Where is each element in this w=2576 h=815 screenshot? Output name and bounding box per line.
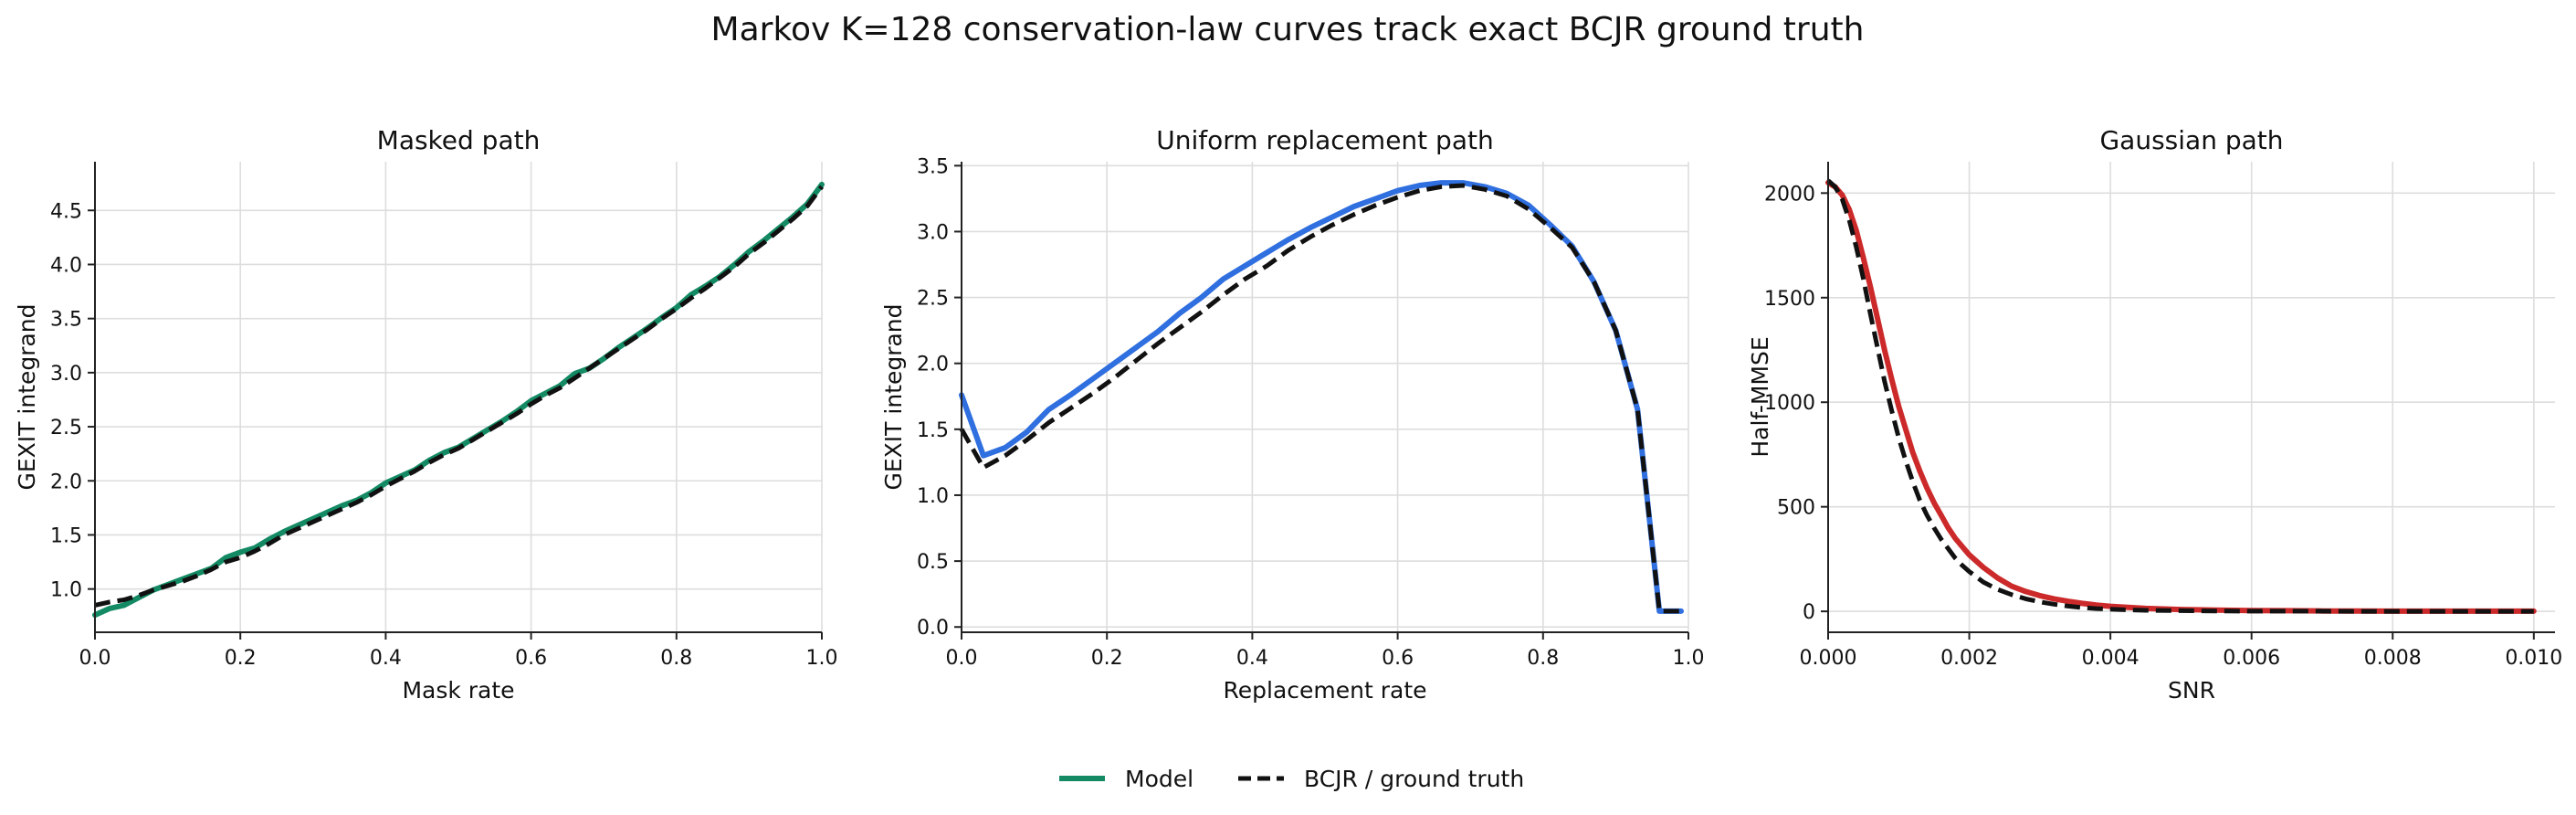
x-tick-label: 0.000 [1800,647,1857,670]
y-tick-label: 4.0 [50,254,82,277]
x-tick-label: 0.6 [1382,647,1414,670]
y-tick-label: 1500 [1764,288,1815,311]
y-tick-label: 0.0 [917,617,949,640]
y-tick-label: 4.5 [50,200,82,223]
y-tick-label: 2.0 [50,471,82,493]
panel-title: Uniform replacement path [1156,125,1493,155]
x-tick-label: 0.4 [1236,647,1268,670]
y-tick-label: 3.5 [917,155,949,178]
panel-2: 0.0 0.2 0.4 0.6 0.8 1.0 0.0 0.5 1.0 1.5 2.0 2.5 3.0 3… [880,125,1705,704]
panel-title: Gaussian path [2099,125,2283,155]
y-tick-label: 1000 [1764,392,1815,415]
y-tick-label: 1.5 [50,524,82,547]
x-tick-label: 0.0 [79,647,111,670]
ground-truth-series-line [959,183,1681,614]
model-series-line [92,181,825,619]
x-tick-label: 0.2 [1091,647,1123,670]
x-tick-label: 0.8 [660,647,692,670]
ground-truth-series-line [94,185,825,608]
x-axis-label: Mask rate [402,677,514,704]
legend-entry-label: BCJR / ground truth [1304,766,1524,792]
panel-1: 0.0 0.2 0.4 0.6 0.8 1.0 1.0 1.5 2.0 2.5 3.0 3.5 4.0 4… [14,125,838,704]
legend: Model BCJR / ground truth [1059,766,1524,792]
x-tick-label: 1.0 [806,647,838,670]
legend-entry-label: Model [1125,766,1193,792]
y-axis-label: GEXIT integrand [880,303,907,490]
x-tick-label: 0.004 [2082,647,2140,670]
x-tick-label: 0.008 [2364,647,2422,670]
panel-title: Masked path [377,125,541,155]
x-axis-label: Replacement rate [1224,677,1427,704]
x-tick-label: 0.6 [515,647,547,670]
figure-title: Markov K=128 conservation-law curves tra… [711,11,1865,48]
x-tick-label: 0.4 [370,647,402,670]
x-tick-label: 0.8 [1527,647,1559,670]
y-tick-label: 2000 [1764,183,1815,206]
x-tick-label: 1.0 [1673,647,1705,670]
y-tick-label: 1.0 [50,579,82,602]
y-tick-label: 2.0 [917,354,949,376]
y-tick-label: 3.0 [50,363,82,386]
y-axis-label: Half-MMSE [1747,336,1773,457]
y-tick-label: 0.5 [917,551,949,574]
x-axis-label: SNR [2168,677,2215,704]
panel-3: 0.000 0.002 0.004 0.006 0.008 0.010 0 500 1000 15… [1747,125,2562,704]
y-tick-label: 3.5 [50,309,82,332]
y-axis-label: GEXIT integrand [14,303,40,490]
x-tick-label: 0.010 [2505,647,2562,670]
y-tick-label: 2.5 [50,417,82,439]
x-tick-label: 0.0 [946,647,978,670]
model-series-line [1825,179,2537,614]
y-tick-label: 2.5 [917,288,949,311]
y-tick-label: 1.0 [917,485,949,508]
ground-truth-series-line [1826,178,2534,614]
y-tick-label: 1.5 [917,419,949,442]
x-tick-label: 0.2 [225,647,257,670]
y-tick-label: 3.0 [917,221,949,244]
y-tick-label: 500 [1777,497,1815,520]
x-tick-label: 0.002 [1940,647,1998,670]
y-tick-label: 0 [1803,601,1815,624]
x-tick-label: 0.006 [2223,647,2280,670]
